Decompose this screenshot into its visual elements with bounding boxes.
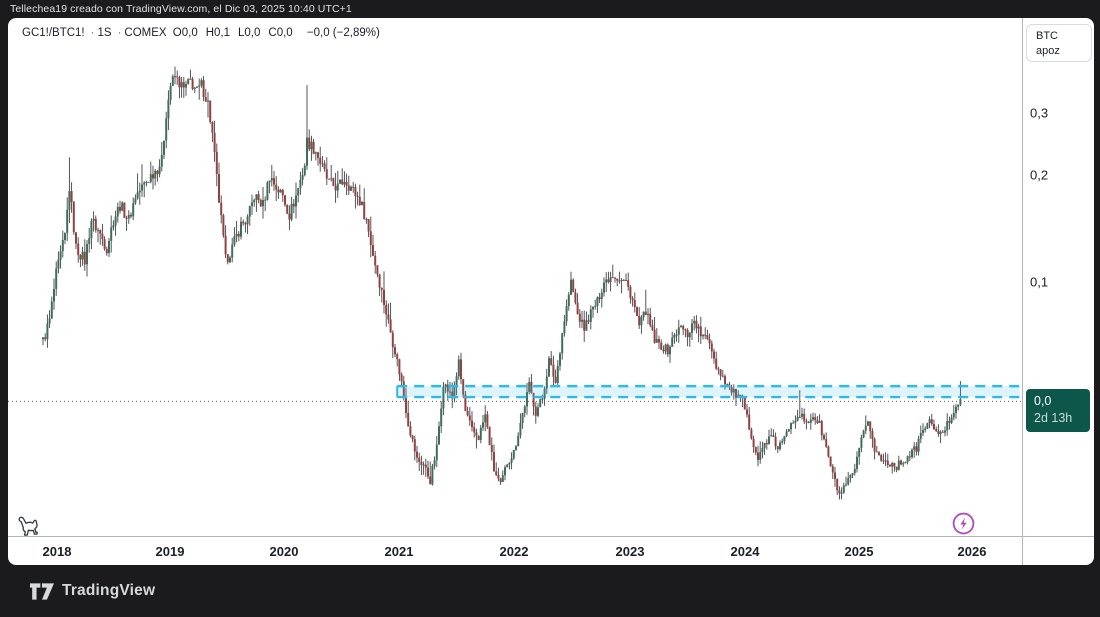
legend-change: −0,0 (−2,89%) [306,27,380,39]
legend: GC1!/BTC1! · 1S · COMEX O0,0 H0,1 L0,0 C0,0 −0,… [22,27,383,39]
time-axis-label-2023: 2023 [615,544,645,559]
dino-icon[interactable] [17,513,42,538]
legend-ohlc: O0,0 H0,1 L0,0 C0,0 [173,27,301,39]
lightning-icon[interactable] [951,511,976,536]
price-axis-label: 0,3 [1030,105,1049,121]
time-axis-label-2019: 2019 [155,544,185,559]
time-axis-label-2025: 2025 [844,544,874,559]
legend-ohlc-c: C0,0 [268,27,293,39]
candles-layer [42,66,962,500]
price-axis-label: 0,2 [1030,167,1049,183]
legend-interval[interactable]: 1S [97,27,112,39]
tradingview-logo[interactable]: TradingView [30,582,155,600]
time-axis-label-2026: 2026 [957,544,987,559]
legend-exchange: COMEX [124,27,167,39]
legend-separator: · [90,27,95,39]
price-scale-unit-btc[interactable]: BTC [1036,30,1058,42]
price-label-countdown: 2d 13h [1034,411,1073,425]
legend-symbol[interactable]: GC1!/BTC1! [22,27,85,39]
legend-separator: · [117,27,122,39]
support-band-drawing[interactable] [396,384,1020,399]
price-scale-unit-box[interactable]: BTC apoz [1026,24,1092,62]
time-axis-label-2020: 2020 [269,544,299,559]
chart-panel: GC1!/BTC1! · 1S · COMEX O0,0 H0,1 L0,0 C0,0 −0,… [8,18,1094,565]
attribution-text: Tellechea19 creado con TradingView.com, … [10,3,352,15]
price-countdown-label: 0,0 2d 13h [1026,389,1090,432]
time-axis-label-2021: 2021 [384,544,414,559]
price-axis-label: 0,1 [1030,274,1049,290]
tradingview-logo-text: TradingView [62,582,156,599]
chart-area[interactable] [8,18,1094,565]
price-label-value: 0,0 [1034,394,1052,408]
legend-ohlc-l: L0,0 [238,27,261,39]
footer-bar: TradingView [0,565,1100,617]
price-scale-unit-apoz[interactable]: apoz [1036,45,1060,57]
tradingview-logo-icon [30,582,54,600]
legend-ohlc-o: O0,0 [172,27,198,39]
time-axis-label-2018: 2018 [42,544,72,559]
time-axis-label-2024: 2024 [730,544,760,559]
time-axis-label-2022: 2022 [499,544,529,559]
attribution-bar: Tellechea19 creado con TradingView.com, … [0,0,1100,18]
legend-ohlc-h: H0,1 [205,27,231,39]
